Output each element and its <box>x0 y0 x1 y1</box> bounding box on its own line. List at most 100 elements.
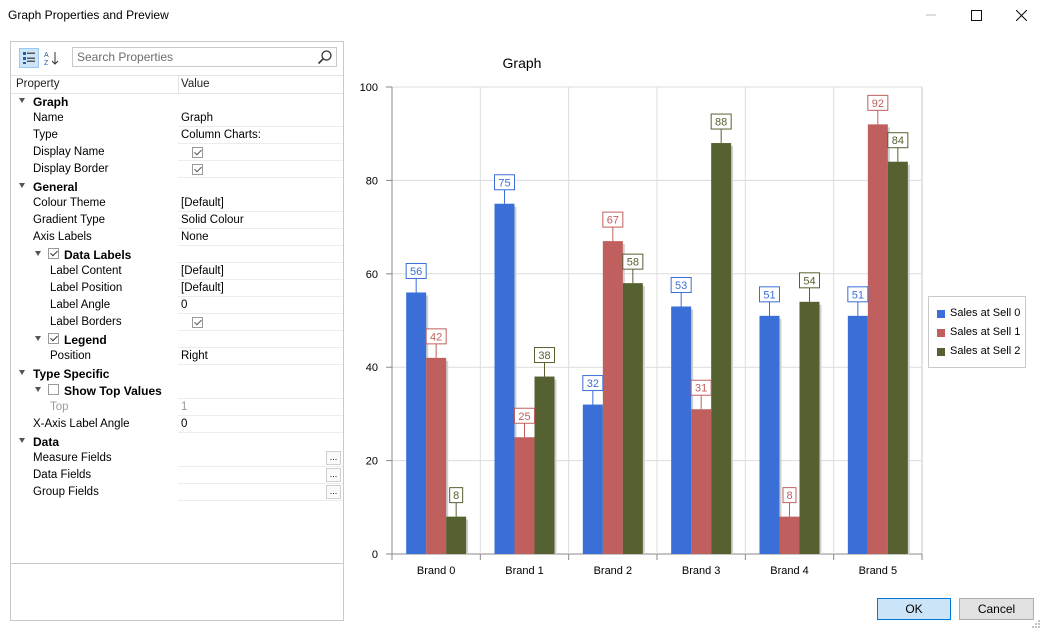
value-cell[interactable] <box>178 348 343 365</box>
chart-legend: Sales at Sell 0 Sales at Sell 1 Sales at S… <box>928 296 1026 368</box>
property-row[interactable]: X-Axis Label Angle 0 <box>11 416 343 433</box>
value-cell[interactable] <box>178 314 343 331</box>
column-header-value: Value <box>181 78 210 90</box>
property-row[interactable]: Axis Labels None <box>11 229 343 246</box>
expand-icon[interactable] <box>35 387 41 392</box>
ellipsis-button[interactable]: ... <box>326 468 341 482</box>
value-cell[interactable] <box>178 127 343 144</box>
property-row[interactable]: Measure Fields... <box>11 450 343 467</box>
category-row[interactable]: Data <box>11 433 343 450</box>
svg-text:A: A <box>44 52 49 59</box>
category-row[interactable]: Graph <box>11 93 343 110</box>
property-value[interactable]: Graph <box>181 112 213 124</box>
category-row[interactable]: General <box>11 178 343 195</box>
property-value[interactable]: [Default] <box>181 197 224 209</box>
expand-icon[interactable] <box>19 98 25 103</box>
property-row[interactable]: Label Content [Default] <box>11 263 343 280</box>
subcategory-row[interactable]: Data Labels <box>11 246 343 263</box>
subcategory-row[interactable]: Show Top Values <box>11 382 343 399</box>
value-cell[interactable] <box>178 399 343 416</box>
subcategory-checkbox[interactable] <box>48 333 59 344</box>
bar <box>691 409 712 554</box>
value-cell[interactable] <box>178 212 343 229</box>
value-cell[interactable] <box>178 297 343 314</box>
property-row[interactable]: Colour Theme [Default] <box>11 195 343 212</box>
value-checkbox[interactable] <box>192 147 203 158</box>
categorized-view-button[interactable] <box>19 48 39 68</box>
subcategory-label: Data Labels <box>64 248 132 262</box>
data-label: 8 <box>786 490 792 502</box>
resize-grip-icon[interactable] <box>1031 619 1041 629</box>
alphabetical-view-button[interactable]: A Z <box>42 48 62 68</box>
property-value[interactable]: Column Charts: <box>181 129 261 141</box>
expand-icon[interactable] <box>35 336 41 341</box>
value-cell[interactable] <box>178 484 343 501</box>
value-cell[interactable] <box>178 382 343 399</box>
property-row[interactable]: Label Angle 0 <box>11 297 343 314</box>
property-row[interactable]: Group Fields... <box>11 484 343 501</box>
property-value[interactable]: Right <box>181 350 208 362</box>
expand-icon[interactable] <box>19 183 25 188</box>
ellipsis-button[interactable]: ... <box>326 451 341 465</box>
property-value[interactable]: 0 <box>181 299 188 311</box>
value-cell[interactable] <box>178 110 343 127</box>
property-value[interactable]: [Default] <box>181 282 224 294</box>
property-row[interactable]: Label Borders <box>11 314 343 331</box>
property-value[interactable]: None <box>181 231 209 243</box>
data-label: 88 <box>715 117 727 129</box>
expand-icon[interactable] <box>35 251 41 256</box>
property-row[interactable]: Data Fields... <box>11 467 343 484</box>
property-row[interactable]: Name Graph <box>11 110 343 127</box>
expand-icon[interactable] <box>19 438 25 443</box>
value-checkbox[interactable] <box>192 164 203 175</box>
maximize-button[interactable] <box>953 0 999 30</box>
category-row[interactable]: Type Specific <box>11 365 343 382</box>
minimize-button[interactable] <box>908 0 954 30</box>
legend-label: Sales at Sell 2 <box>950 345 1021 357</box>
property-row[interactable]: Top 1 <box>11 399 343 416</box>
subcategory-checkbox[interactable] <box>48 248 59 259</box>
value-cell[interactable] <box>178 467 343 484</box>
property-row[interactable]: Display Name <box>11 144 343 161</box>
data-label-box <box>514 407 535 424</box>
property-value[interactable]: 1 <box>181 401 188 413</box>
property-row[interactable]: Type Column Charts: <box>11 127 343 144</box>
bar <box>867 124 888 555</box>
value-cell[interactable] <box>178 195 343 212</box>
property-label: Measure Fields <box>33 452 112 464</box>
column-separator[interactable] <box>178 76 179 93</box>
property-label: Type <box>33 129 58 141</box>
property-row[interactable]: Position Right <box>11 348 343 365</box>
value-cell[interactable] <box>178 331 343 348</box>
subcategory-row[interactable]: Legend <box>11 331 343 348</box>
value-cell[interactable] <box>178 144 343 161</box>
ok-button[interactable]: OK <box>877 598 951 620</box>
value-cell[interactable] <box>178 263 343 280</box>
category-label: General <box>33 180 78 194</box>
value-cell[interactable] <box>178 280 343 297</box>
close-button[interactable] <box>998 0 1044 30</box>
search-icon[interactable] <box>317 49 333 65</box>
value-cell[interactable] <box>178 416 343 433</box>
property-value[interactable]: [Default] <box>181 265 224 277</box>
value-cell[interactable] <box>178 450 343 467</box>
property-value[interactable]: Solid Colour <box>181 214 244 226</box>
expand-icon[interactable] <box>19 370 25 375</box>
property-value[interactable]: 0 <box>181 418 188 430</box>
data-label-box <box>670 276 692 293</box>
ellipsis-button[interactable]: ... <box>326 485 341 499</box>
data-label: 51 <box>763 289 775 301</box>
search-input[interactable] <box>73 48 317 66</box>
subcategory-checkbox[interactable] <box>48 384 59 395</box>
property-row[interactable]: Label Position [Default] <box>11 280 343 297</box>
description-splitter[interactable] <box>11 563 343 564</box>
cancel-button[interactable]: Cancel <box>959 598 1034 620</box>
property-row[interactable]: Gradient Type Solid Colour <box>11 212 343 229</box>
value-cell[interactable] <box>178 161 343 178</box>
bar <box>406 292 427 554</box>
property-row[interactable]: Display Border <box>11 161 343 178</box>
x-tick-label: Brand 0 <box>417 565 456 577</box>
value-checkbox[interactable] <box>192 317 203 328</box>
value-cell[interactable] <box>178 229 343 246</box>
value-cell[interactable] <box>178 246 343 263</box>
